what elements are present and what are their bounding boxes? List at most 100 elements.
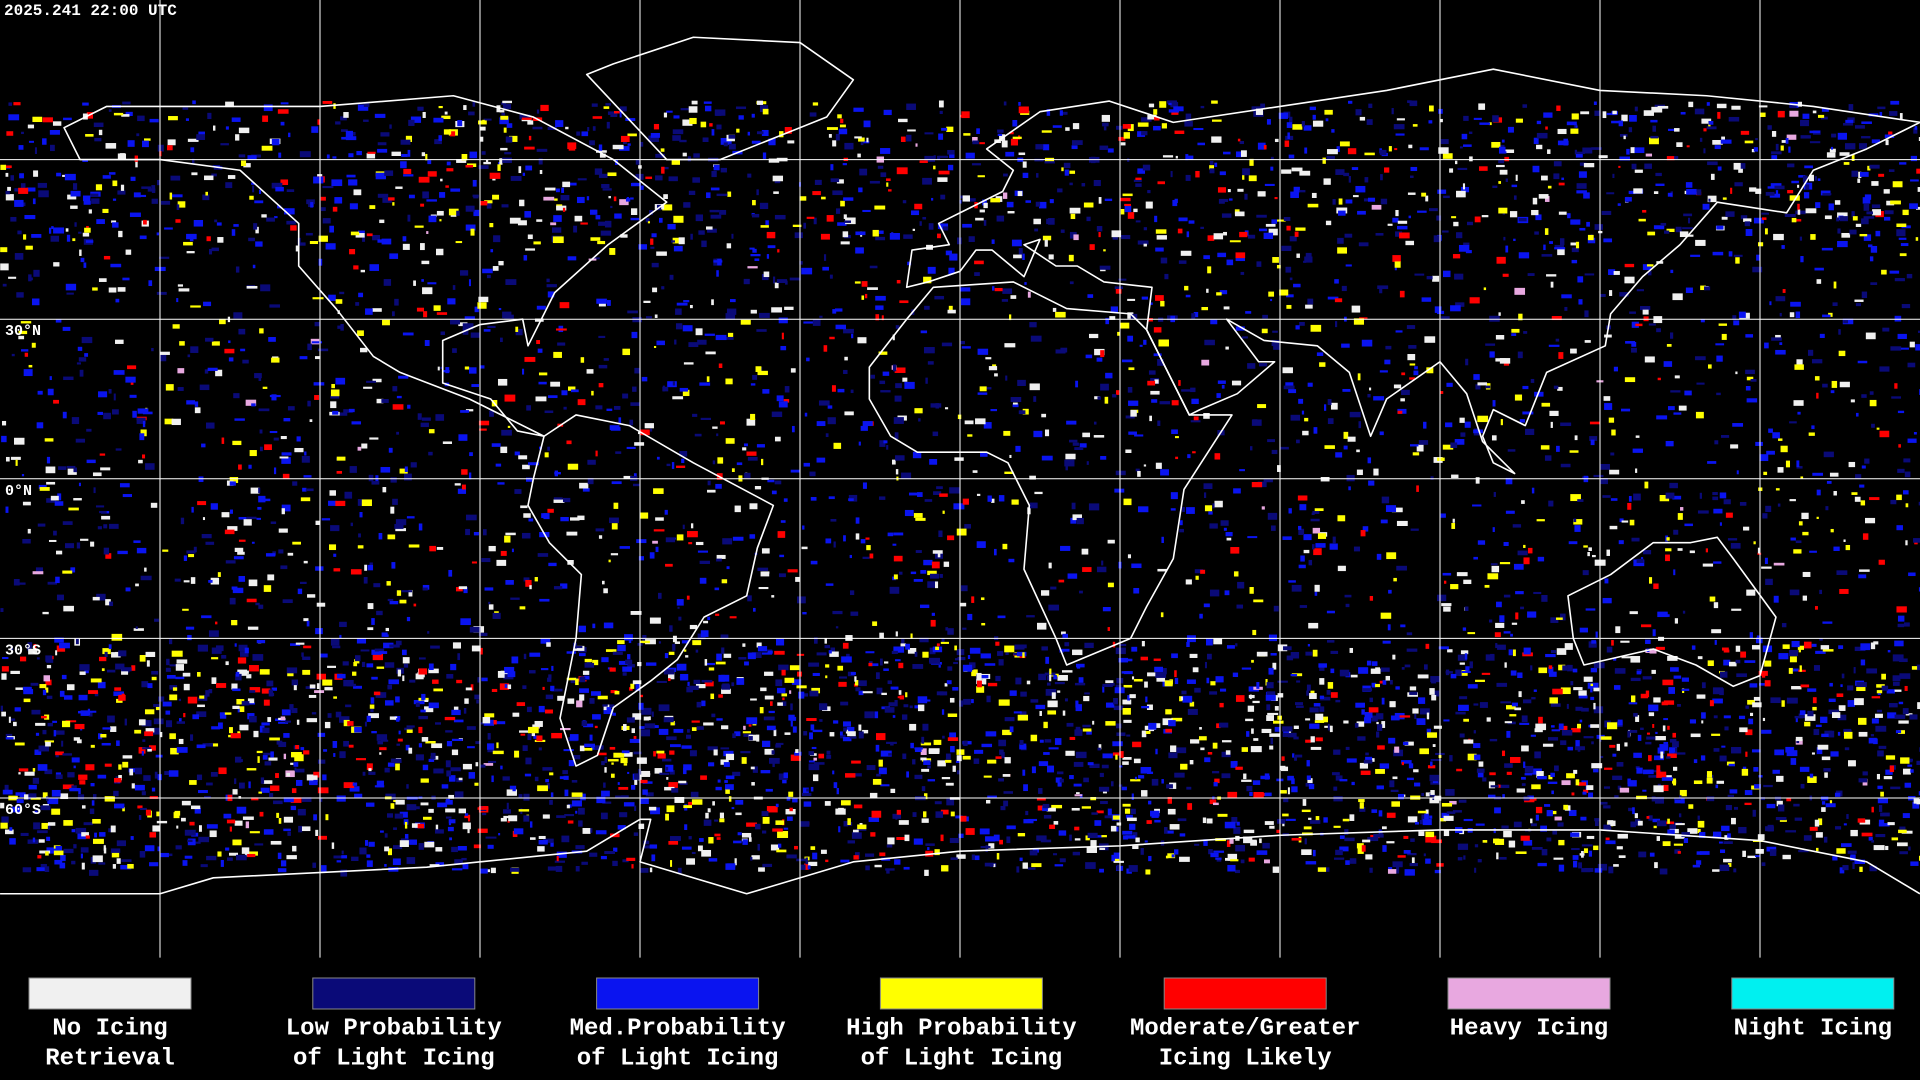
icing-speck — [1583, 192, 1590, 199]
icing-speck — [462, 323, 474, 330]
icing-speck — [132, 410, 137, 418]
icing-speck — [1762, 513, 1768, 519]
icing-speck — [1795, 739, 1803, 745]
icing-speck — [1730, 187, 1733, 194]
icing-speck — [837, 388, 845, 393]
icing-speck — [1489, 351, 1495, 358]
icing-speck — [1450, 584, 1459, 590]
icing-speck — [1425, 792, 1431, 797]
icing-speck — [521, 119, 531, 122]
icing-speck — [779, 554, 785, 558]
icing-speck — [257, 506, 262, 510]
icing-speck — [238, 644, 248, 652]
icing-speck — [1362, 526, 1369, 532]
icing-speck — [1390, 715, 1400, 721]
icing-speck — [1686, 234, 1694, 237]
icing-speck — [56, 645, 66, 652]
icing-speck — [1404, 741, 1414, 746]
icing-speck — [1560, 422, 1572, 427]
icing-speck — [742, 447, 747, 451]
icing-speck — [1423, 421, 1427, 429]
icing-speck — [344, 491, 353, 499]
icing-speck — [1397, 225, 1408, 230]
icing-speck — [886, 444, 889, 450]
icing-speck — [1901, 830, 1913, 834]
icing-speck — [262, 115, 269, 122]
icing-speck — [1445, 422, 1453, 428]
icing-speck — [129, 212, 141, 217]
icing-speck — [756, 131, 764, 135]
icing-speck — [562, 497, 571, 503]
icing-speck — [707, 616, 711, 621]
icing-speck — [932, 550, 943, 554]
icing-speck — [10, 175, 15, 181]
icing-speck — [1118, 784, 1123, 787]
icing-speck — [1124, 203, 1131, 207]
icing-speck — [522, 745, 528, 752]
icing-speck — [1720, 139, 1732, 144]
icing-speck — [1065, 453, 1076, 460]
icing-speck — [712, 801, 715, 806]
icing-speck — [23, 234, 27, 240]
icing-speck — [1657, 611, 1668, 618]
icing-speck — [468, 472, 472, 480]
icing-speck — [1721, 745, 1726, 748]
icing-speck — [1143, 243, 1147, 247]
icing-speck — [1213, 590, 1218, 594]
icing-speck — [387, 598, 394, 602]
icing-speck — [233, 393, 240, 399]
icing-speck — [1629, 611, 1638, 615]
icing-speck — [1225, 346, 1229, 350]
icing-speck — [1609, 469, 1620, 475]
icing-speck — [1576, 183, 1587, 189]
icing-speck — [82, 159, 88, 162]
icing-speck — [1310, 736, 1315, 743]
icing-speck — [1550, 281, 1554, 288]
icing-speck — [1606, 549, 1610, 556]
icing-speck — [1843, 162, 1850, 165]
icing-speck — [34, 749, 42, 756]
icing-speck — [501, 429, 512, 436]
icing-speck — [1830, 390, 1835, 394]
icing-speck — [844, 411, 854, 416]
icing-speck — [0, 822, 8, 829]
icing-speck — [1885, 139, 1889, 146]
icing-speck — [1648, 755, 1652, 762]
icing-speck — [1672, 293, 1683, 301]
icing-speck — [424, 706, 434, 713]
icing-speck — [1178, 217, 1188, 222]
icing-speck — [237, 551, 245, 555]
icing-speck — [115, 339, 124, 344]
icing-speck — [1158, 339, 1169, 347]
icing-speck — [463, 707, 467, 714]
icing-speck — [159, 256, 170, 259]
icing-speck — [1778, 438, 1783, 441]
icing-speck — [1857, 178, 1861, 183]
icing-speck — [547, 291, 555, 298]
icing-speck — [998, 495, 1005, 502]
icing-speck — [803, 222, 807, 229]
icing-speck — [1252, 419, 1258, 426]
icing-speck — [26, 187, 36, 192]
icing-speck — [1488, 781, 1496, 789]
icing-speck — [67, 194, 77, 200]
icing-speck — [1252, 700, 1260, 704]
icing-speck — [1733, 162, 1741, 170]
icing-speck — [1515, 591, 1524, 595]
icing-speck — [600, 230, 612, 236]
icing-speck — [1348, 486, 1351, 491]
icing-speck — [1039, 201, 1047, 209]
icing-speck — [14, 437, 25, 445]
icing-speck — [1316, 352, 1324, 356]
icing-speck — [1567, 213, 1571, 219]
icing-speck — [1477, 415, 1489, 423]
icing-speck — [198, 836, 210, 843]
icing-speck — [609, 247, 616, 255]
icing-speck — [1298, 528, 1305, 536]
icing-speck — [469, 367, 477, 374]
icing-speck — [282, 473, 290, 480]
icing-speck — [62, 570, 73, 574]
icing-speck — [468, 111, 475, 116]
icing-speck — [1577, 276, 1584, 283]
icing-speck — [1805, 184, 1810, 190]
